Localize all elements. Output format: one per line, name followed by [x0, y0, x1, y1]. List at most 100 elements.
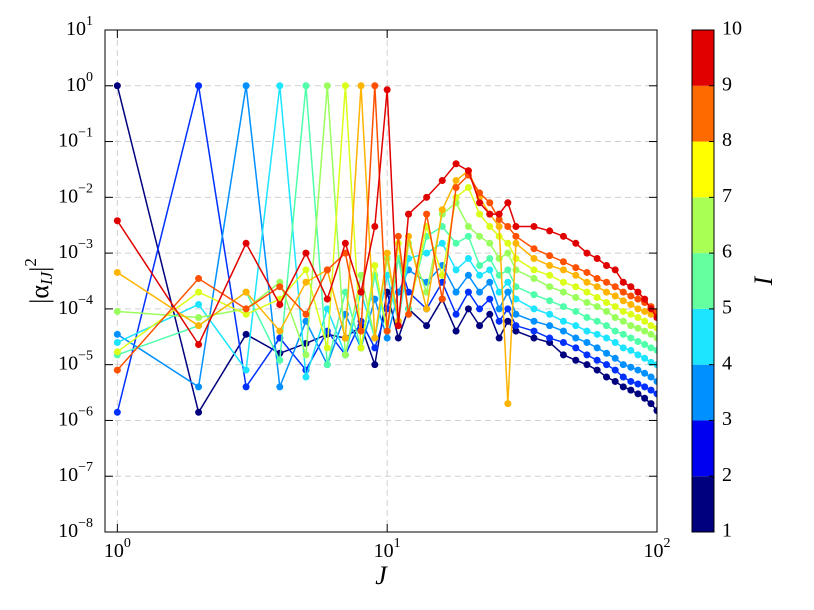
- data-point: [504, 288, 512, 296]
- data-point: [341, 351, 349, 359]
- data-point: [559, 288, 567, 296]
- data-point: [495, 317, 503, 325]
- data-point: [572, 271, 580, 279]
- data-point: [583, 327, 591, 335]
- data-point: [405, 288, 413, 296]
- data-point: [583, 351, 591, 359]
- data-point: [627, 283, 635, 291]
- data-point: [627, 377, 635, 385]
- data-point: [559, 278, 567, 286]
- data-point: [195, 340, 203, 348]
- data-point: [530, 327, 538, 335]
- colorbar-tick-label: 10: [722, 18, 742, 40]
- data-point: [113, 217, 121, 225]
- data-point: [559, 317, 567, 325]
- data-point: [476, 261, 484, 269]
- colorbar: 1 2 3 4 5 6 7 8 9 10 I: [691, 18, 778, 542]
- colorbar-tick-label: 5: [722, 296, 732, 318]
- data-point: [512, 232, 520, 240]
- data-point: [476, 305, 484, 313]
- data-point: [546, 261, 554, 269]
- data-point: [627, 300, 635, 308]
- data-point: [495, 210, 503, 218]
- data-point: [603, 334, 611, 342]
- data-point: [383, 334, 391, 342]
- data-point: [195, 82, 203, 90]
- data-point: [611, 292, 619, 300]
- data-point: [641, 317, 649, 325]
- x-axis-label: J: [375, 561, 388, 590]
- data-point: [559, 303, 567, 311]
- data-point: [394, 322, 402, 330]
- data-point: [302, 266, 310, 274]
- data-point: [593, 275, 601, 283]
- data-point: [504, 266, 512, 274]
- x-tick-label: 101: [374, 536, 401, 561]
- colorbar-tick-label: 1: [722, 520, 732, 542]
- data-point: [423, 305, 431, 313]
- data-point: [452, 184, 460, 192]
- y-tick-label: 10−6: [58, 405, 93, 430]
- data-point: [464, 232, 472, 240]
- data-point: [452, 327, 460, 335]
- data-point: [641, 340, 649, 348]
- data-point: [546, 283, 554, 291]
- data-point: [634, 295, 642, 303]
- data-point: [383, 86, 391, 94]
- data-point: [627, 363, 635, 371]
- data-point: [546, 252, 554, 260]
- data-point: [634, 380, 642, 388]
- data-point: [495, 288, 503, 296]
- x-tick-label: 102: [644, 536, 671, 561]
- data-point: [627, 310, 635, 318]
- data-point: [611, 327, 619, 335]
- data-point: [276, 383, 284, 391]
- data-point: [627, 334, 635, 342]
- data-point: [634, 338, 642, 346]
- data-point: [593, 255, 601, 263]
- data-point: [486, 255, 494, 263]
- colorbar-label: I: [749, 275, 778, 286]
- data-point: [593, 356, 601, 364]
- data-point: [242, 288, 250, 296]
- data-point: [627, 346, 635, 354]
- data-point: [583, 278, 591, 286]
- data-point: [603, 361, 611, 369]
- data-point: [423, 193, 431, 201]
- data-point: [464, 184, 472, 192]
- data-point: [452, 239, 460, 247]
- data-point: [242, 330, 250, 338]
- data-point: [647, 358, 655, 366]
- data-point: [653, 334, 657, 342]
- data-point: [530, 245, 538, 253]
- data-point: [559, 232, 567, 240]
- y-tick-label: 10−5: [58, 349, 93, 374]
- data-point: [341, 82, 349, 90]
- data-point: [394, 334, 402, 342]
- data-point: [476, 232, 484, 240]
- data-point: [634, 305, 642, 313]
- colorbar-tick-label: 3: [722, 408, 732, 430]
- data-point: [504, 249, 512, 257]
- data-point: [641, 354, 649, 362]
- data-point: [641, 307, 649, 315]
- data-point: [504, 239, 512, 247]
- data-point: [603, 373, 611, 381]
- data-point: [583, 288, 591, 296]
- data-point: [438, 177, 446, 185]
- data-point: [603, 322, 611, 330]
- colorbar-band: [692, 308, 714, 365]
- data-point: [504, 199, 512, 207]
- data-point: [452, 193, 460, 201]
- data-point: [423, 249, 431, 257]
- data-point: [530, 334, 538, 342]
- data-point: [371, 82, 379, 90]
- data-point: [302, 82, 310, 90]
- data-point: [593, 303, 601, 311]
- y-tick-label: 10−1: [58, 126, 93, 151]
- data-point: [464, 167, 472, 175]
- data-point: [611, 303, 619, 311]
- data-point: [302, 317, 310, 325]
- y-tick-label: 10−7: [58, 460, 93, 485]
- data-point: [611, 366, 619, 374]
